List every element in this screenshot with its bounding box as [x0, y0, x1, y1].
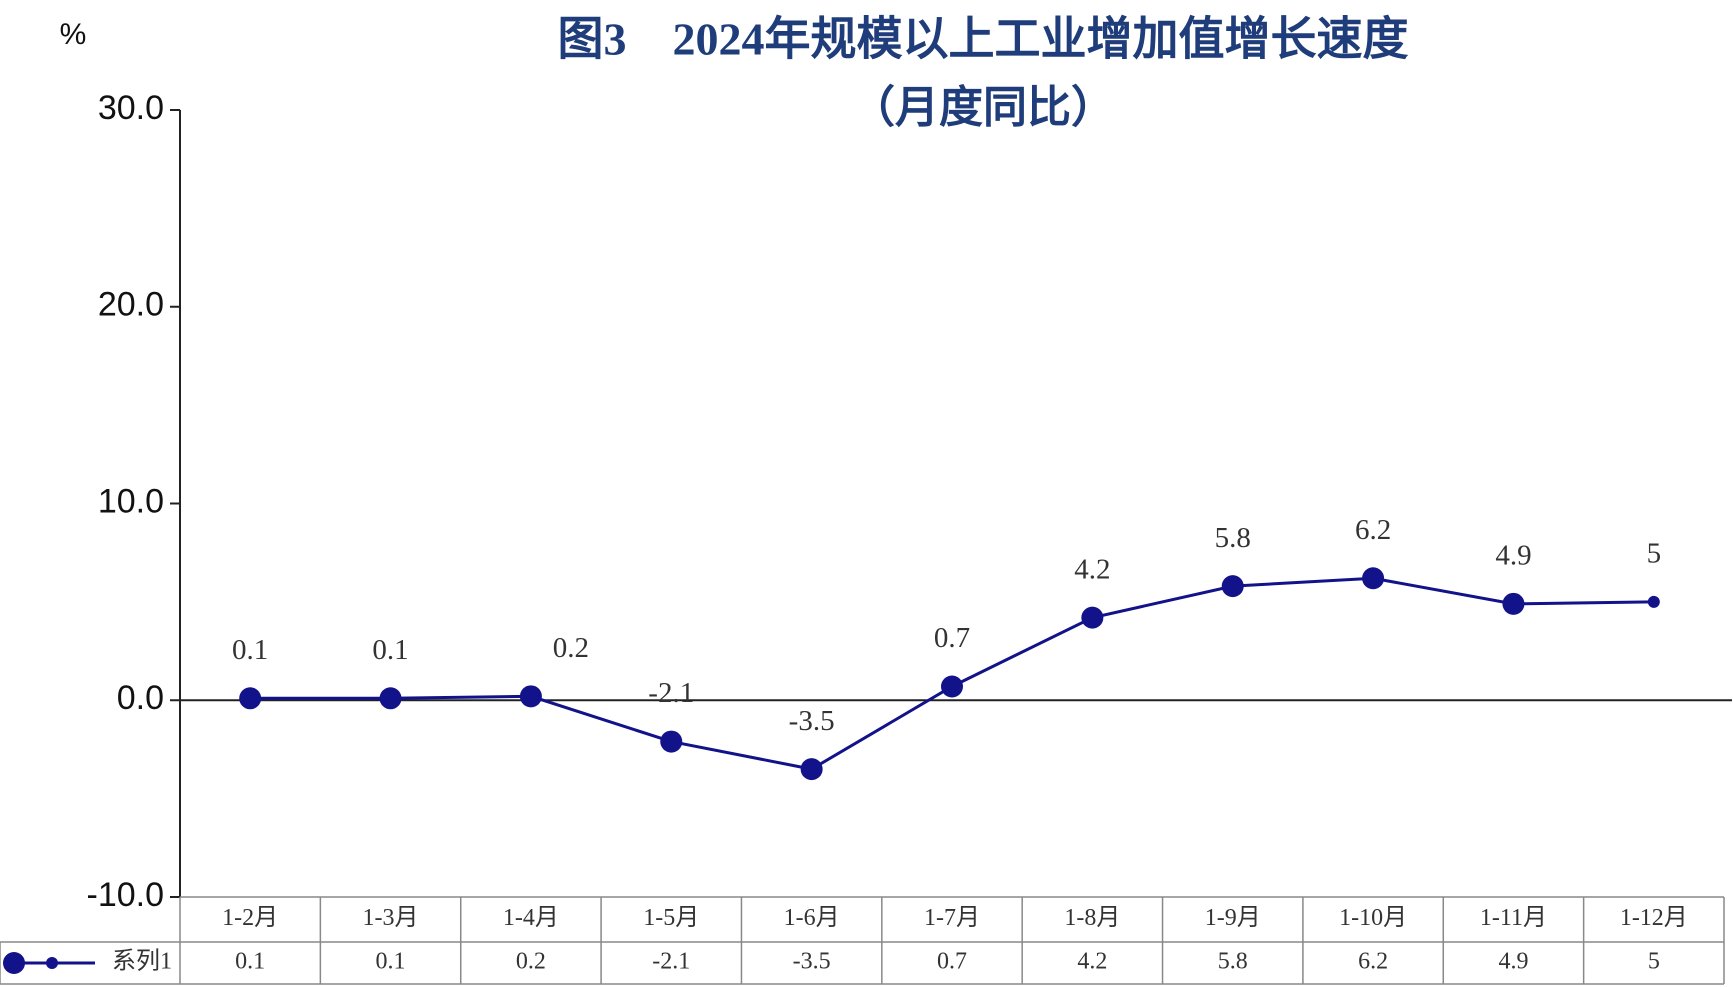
table-value: 0.1	[235, 949, 265, 975]
x-tick-label: 1-10月	[1339, 905, 1407, 931]
x-tick-label: 1-4月	[503, 905, 559, 931]
data-label: -2.1	[648, 677, 694, 709]
table-value: -2.1	[652, 949, 690, 975]
table-value: 0.1	[376, 949, 406, 975]
data-label: 6.2	[1355, 514, 1391, 546]
chart-title: 图3 2024年规模以上工业增加值增长速度	[558, 14, 1409, 65]
y-tick-label: 10.0	[98, 482, 164, 520]
y-tick-label: 0.0	[117, 679, 164, 717]
marker	[660, 730, 683, 753]
table-value: 5	[1648, 949, 1660, 975]
marker	[1221, 575, 1244, 598]
marker	[941, 675, 963, 698]
table-value: 5.8	[1218, 949, 1248, 975]
x-tick-label: 1-5月	[643, 905, 699, 931]
data-label: -3.5	[789, 705, 835, 737]
y-tick-label: -10.0	[87, 876, 165, 914]
table-value: 0.2	[516, 949, 546, 975]
x-tick-label: 1-2月	[222, 905, 278, 931]
data-label: 4.9	[1495, 539, 1531, 571]
x-tick-label: 1-3月	[363, 905, 419, 931]
legend-marker	[3, 952, 25, 974]
y-tick-label: 20.0	[98, 286, 164, 324]
table-value: -3.5	[793, 949, 831, 975]
table-value: 0.7	[937, 949, 967, 975]
data-label: 0.1	[372, 634, 408, 666]
marker	[1502, 592, 1525, 615]
marker	[1081, 606, 1104, 629]
marker	[379, 687, 402, 710]
marker	[519, 685, 542, 708]
y-tick-label: 30.0	[98, 89, 164, 127]
y-axis-label: %	[60, 18, 87, 51]
data-label: 0.1	[232, 634, 268, 666]
table-value: 4.9	[1498, 949, 1528, 975]
marker	[1647, 595, 1660, 608]
x-tick-label: 1-7月	[924, 905, 980, 931]
legend-marker	[46, 957, 58, 969]
data-label: 0.2	[553, 632, 589, 664]
marker	[800, 758, 823, 781]
data-label: 5.8	[1215, 522, 1251, 554]
x-tick-label: 1-9月	[1205, 905, 1261, 931]
data-label: 5	[1647, 538, 1662, 570]
data-label: 0.7	[934, 622, 970, 654]
table-value: 6.2	[1358, 949, 1388, 975]
data-label: 4.2	[1074, 553, 1110, 585]
table-value: 4.2	[1077, 949, 1107, 975]
x-tick-label: 1-6月	[784, 905, 840, 931]
legend-label: 系列1	[112, 948, 172, 975]
marker	[239, 687, 262, 710]
marker	[1362, 567, 1385, 590]
x-tick-label: 1-12月	[1620, 905, 1688, 931]
x-tick-label: 1-8月	[1064, 905, 1120, 931]
x-tick-label: 1-11月	[1480, 905, 1547, 931]
chart-subtitle: （月度同比）	[851, 83, 1115, 132]
